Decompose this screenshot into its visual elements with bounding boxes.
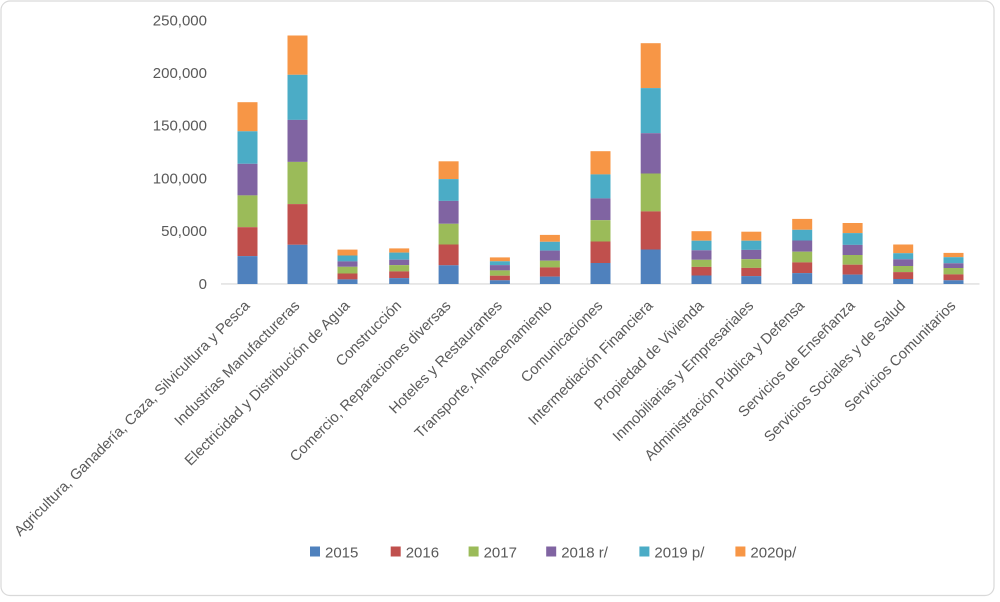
svg-text:2020p/: 2020p/ [750,545,797,562]
svg-text:100,000: 100,000 [153,170,207,187]
svg-text:2019 p/: 2019 p/ [654,545,705,562]
svg-text:250,000: 250,000 [153,12,207,29]
svg-text:2017: 2017 [484,545,517,562]
svg-text:0: 0 [199,276,207,293]
svg-text:2018 r/: 2018 r/ [561,545,609,562]
svg-text:50,000: 50,000 [161,223,207,240]
svg-text:2015: 2015 [325,545,358,562]
svg-text:2016: 2016 [406,545,439,562]
svg-text:150,000: 150,000 [153,118,207,135]
svg-text:200,000: 200,000 [153,65,207,82]
